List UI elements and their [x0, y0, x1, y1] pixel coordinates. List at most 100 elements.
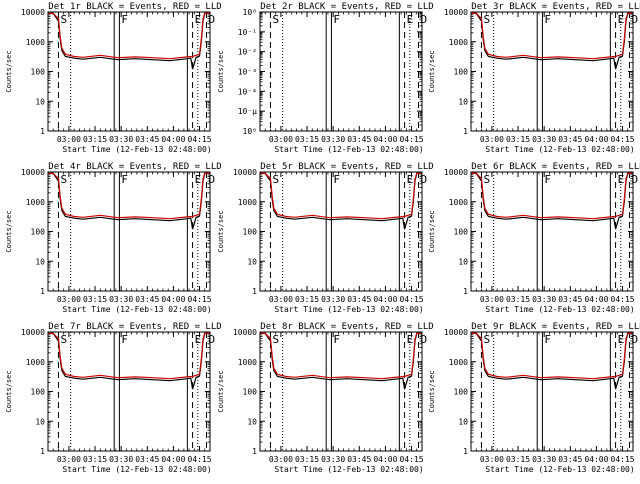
series-events — [471, 172, 633, 230]
x-tick-label: 03:15 — [83, 295, 107, 304]
y-tick-label: 10000 — [444, 168, 468, 177]
x-tick-label: 03:15 — [83, 455, 107, 464]
y-tick-label: 10 — [35, 417, 45, 426]
y-tick-label: 10⁻⁴ — [238, 87, 257, 96]
x-tick-label: 04:00 — [161, 135, 185, 144]
time-marker-label: F — [544, 333, 551, 346]
y-tick-label: 10000 — [444, 8, 468, 17]
y-tick-label: 10⁻¹ — [238, 28, 257, 37]
time-marker-label: D — [421, 13, 428, 26]
x-tick-label: 03:00 — [269, 295, 293, 304]
time-marker-label: D — [421, 173, 428, 186]
time-marker-label: D — [632, 333, 639, 346]
time-marker-label: E — [407, 333, 414, 346]
y-tick-label: 10000 — [444, 328, 468, 337]
y-tick-label: 10 — [35, 257, 45, 266]
time-marker-label: E — [618, 333, 625, 346]
x-tick-label: 04:15 — [611, 135, 635, 144]
x-tick-label: 03:30 — [532, 135, 556, 144]
x-tick-label: 03:30 — [109, 135, 133, 144]
time-marker-label: F — [544, 173, 551, 186]
y-tick-label: 1 — [40, 447, 45, 456]
panel-title: Det 4r BLACK = Events, RED = LLD — [48, 162, 221, 172]
y-tick-label: 1000 — [26, 38, 45, 47]
x-tick-label: 04:00 — [161, 455, 185, 464]
x-tick-label: 03:15 — [506, 135, 530, 144]
y-tick-label: 10 — [247, 417, 257, 426]
x-tick-label: 03:00 — [57, 455, 81, 464]
y-axis-label: Counts/sec — [217, 50, 225, 92]
series-lld — [471, 12, 633, 60]
y-tick-label: 100 — [31, 388, 46, 397]
panel-title: Det 2r BLACK = Events, RED = LLD — [260, 2, 433, 12]
x-tick-label: 03:30 — [109, 295, 133, 304]
x-tick-label: 03:45 — [135, 295, 159, 304]
x-axis-label: Start Time (12-Feb-13 02:48:00) — [62, 465, 211, 474]
time-marker-label: F — [333, 333, 340, 346]
series-events — [48, 172, 210, 230]
x-tick-label: 04:15 — [400, 455, 424, 464]
y-tick-label: 1000 — [449, 198, 468, 207]
x-tick-label: 04:00 — [373, 455, 397, 464]
panel-title: Det 8r BLACK = Events, RED = LLD — [260, 322, 433, 332]
x-tick-label: 03:30 — [321, 455, 345, 464]
x-tick-label: 03:45 — [347, 295, 371, 304]
x-axis-label: Start Time (12-Feb-13 02:48:00) — [485, 465, 634, 474]
series-lld — [471, 332, 633, 380]
x-tick-label: 03:15 — [295, 455, 319, 464]
x-tick-label: 03:00 — [57, 295, 81, 304]
x-tick-label: 03:45 — [347, 455, 371, 464]
x-tick-label: 03:45 — [135, 455, 159, 464]
time-marker-label: S — [60, 13, 67, 26]
y-tick-label: 10000 — [233, 168, 257, 177]
x-axis-label: Start Time (12-Feb-13 02:48:00) — [485, 305, 634, 314]
x-tick-label: 03:30 — [109, 455, 133, 464]
series-lld — [48, 172, 210, 220]
series-lld — [48, 332, 210, 380]
x-tick-label: 03:45 — [558, 295, 582, 304]
y-tick-label: 100 — [243, 228, 258, 237]
time-marker-label: E — [407, 173, 414, 186]
time-marker-label: D — [209, 333, 216, 346]
x-tick-label: 03:15 — [295, 135, 319, 144]
x-tick-label: 03:00 — [480, 295, 504, 304]
x-tick-label: 03:45 — [558, 455, 582, 464]
y-tick-label: 10⁶ — [243, 127, 257, 136]
series-lld — [260, 332, 422, 380]
x-tick-label: 03:00 — [269, 455, 293, 464]
x-tick-label: 03:30 — [321, 135, 345, 144]
y-tick-label: 100 — [454, 68, 469, 77]
x-tick-label: 04:15 — [188, 295, 212, 304]
time-marker-label: S — [272, 13, 279, 26]
y-tick-label: 10⁻² — [238, 48, 257, 57]
plot-frame — [259, 11, 423, 132]
plot-frame — [47, 171, 211, 292]
x-axis-label: Start Time (12-Feb-13 02:48:00) — [274, 305, 423, 314]
y-tick-label: 10000 — [21, 328, 45, 337]
plot-frame — [259, 331, 423, 452]
x-tick-label: 03:15 — [506, 295, 530, 304]
x-tick-label: 04:00 — [373, 135, 397, 144]
x-tick-label: 04:15 — [400, 295, 424, 304]
x-tick-label: 04:00 — [584, 455, 608, 464]
x-axis-label: Start Time (12-Feb-13 02:48:00) — [62, 145, 211, 154]
y-tick-label: 1 — [463, 127, 468, 136]
time-marker-label: D — [209, 173, 216, 186]
y-axis-label: Counts/sec — [428, 210, 436, 252]
x-tick-label: 04:00 — [584, 295, 608, 304]
y-tick-label: 1000 — [238, 198, 257, 207]
y-tick-label: 10⁰ — [243, 8, 257, 17]
panel-det-5: Det 5r BLACK = Events, RED = LLD Counts/s… — [217, 162, 434, 314]
y-tick-label: 10 — [247, 257, 257, 266]
plot-frame — [259, 171, 423, 292]
plot-frame — [47, 331, 211, 452]
x-tick-label: 04:15 — [611, 455, 635, 464]
series-events — [48, 332, 210, 390]
y-tick-label: 10000 — [21, 8, 45, 17]
time-marker-label: S — [483, 13, 490, 26]
y-tick-label: 1 — [252, 447, 257, 456]
series-lld — [260, 172, 422, 220]
x-tick-label: 04:00 — [161, 295, 185, 304]
